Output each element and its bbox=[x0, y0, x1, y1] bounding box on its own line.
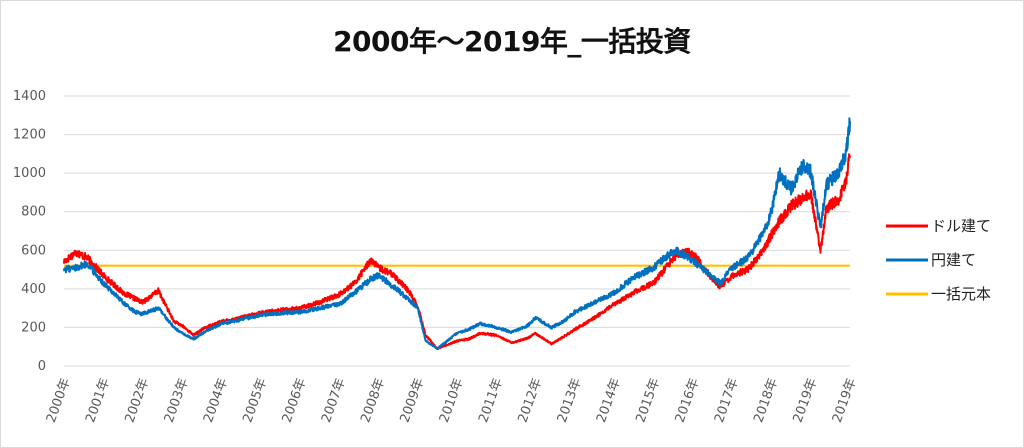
x-tick-label: 2000年 bbox=[44, 376, 74, 424]
x-tick-label: 2003年 bbox=[162, 376, 192, 424]
x-tick-label: 2004年 bbox=[201, 376, 231, 424]
y-tick-label: 1400 bbox=[13, 89, 46, 104]
x-tick-label: 2005年 bbox=[240, 376, 270, 424]
x-tick-label: 2013年 bbox=[555, 376, 585, 424]
y-tick-label: 0 bbox=[38, 359, 46, 374]
series-lines bbox=[63, 117, 851, 350]
x-tick-label: 2012年 bbox=[515, 376, 545, 424]
y-tick-label: 800 bbox=[21, 205, 46, 220]
x-tick-label: 2018年 bbox=[751, 376, 781, 424]
series-line-0 bbox=[63, 153, 851, 350]
series-line-1 bbox=[63, 117, 851, 350]
legend-label-2: 一括元本 bbox=[931, 285, 991, 303]
x-tick-label: 2015年 bbox=[633, 376, 663, 424]
y-tick-label: 400 bbox=[21, 282, 46, 297]
y-tick-label: 600 bbox=[21, 243, 46, 258]
x-tick-label: 2019年 bbox=[791, 376, 821, 424]
x-tick-label: 2011年 bbox=[476, 376, 506, 424]
x-axis-ticks: 2000年 2001年 2002年 2003年 2004年 2005年 2006年 2007年… bbox=[44, 376, 860, 424]
y-tick-label: 1200 bbox=[13, 128, 46, 143]
x-tick-label: 2014年 bbox=[594, 376, 624, 424]
x-tick-label: 2006年 bbox=[280, 376, 310, 424]
y-tick-label: 200 bbox=[21, 320, 46, 335]
x-tick-label: 2009年 bbox=[398, 376, 428, 424]
x-tick-label: 2002年 bbox=[122, 376, 152, 424]
x-tick-label: 2008年 bbox=[358, 376, 388, 424]
chart-title: 2000年～2019年_一括投資 bbox=[333, 25, 691, 58]
x-tick-label: 2017年 bbox=[712, 376, 742, 424]
legend-label-0: ドル建て bbox=[931, 217, 991, 235]
y-axis-ticks: 0 200 400 600 800 1000 1200 1400 bbox=[13, 89, 46, 374]
x-tick-label: 2016年 bbox=[673, 376, 703, 424]
legend-label-1: 円建て bbox=[931, 251, 976, 269]
x-tick-label: 2019年 bbox=[830, 376, 860, 424]
x-tick-label: 2010年 bbox=[437, 376, 467, 424]
x-tick-label: 2001年 bbox=[83, 376, 113, 424]
x-tick-label: 2007年 bbox=[319, 376, 349, 424]
y-tick-label: 1000 bbox=[13, 166, 46, 181]
